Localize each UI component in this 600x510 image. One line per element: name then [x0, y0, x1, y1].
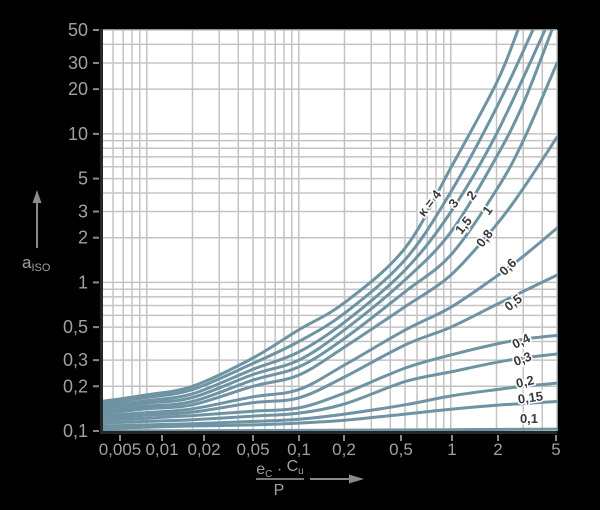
x-tick-label: 0,005	[99, 440, 142, 459]
x-axis-title-denominator: P	[274, 482, 285, 499]
y-tick-label: 0,5	[63, 317, 88, 337]
x-axis-arrow-icon	[310, 474, 364, 484]
curve-kappa-0.4	[101, 333, 558, 422]
y-tick-label: 30	[68, 53, 88, 73]
y-axis-arrow-icon	[32, 190, 42, 248]
axes	[100, 29, 557, 434]
x-tick-label: 0,05	[236, 440, 269, 459]
y-tick-label: 20	[68, 79, 88, 99]
y-tick-label: 50	[68, 20, 88, 40]
curve-kappa-0.3	[101, 352, 558, 425]
y-tick-label: 1	[78, 272, 88, 292]
y-tick-label: 0,1	[63, 421, 88, 441]
y-tick-labels: 50 30 20 10 5 3 2 1 0,5 0,3 0,2 0,1	[63, 20, 88, 441]
curve-kappa-0.5	[101, 273, 558, 420]
x-tick-label: 0,02	[187, 440, 220, 459]
y-tick-label: 0,2	[63, 376, 88, 396]
curve-kappa-1	[101, 61, 558, 413]
curve-kappa-3	[101, 29, 535, 406]
x-tick-label: 0,2	[332, 440, 356, 459]
curve-family-kappa	[101, 29, 558, 432]
curve-kappa-4	[101, 29, 520, 403]
x-tick-label: 0,1	[287, 440, 311, 459]
x-tick-label: 2	[493, 440, 502, 459]
x-tick-label: 0,5	[389, 440, 413, 459]
y-tick-label: 10	[68, 124, 88, 144]
curve-kappa-2	[101, 29, 547, 409]
y-tick-label: 2	[78, 228, 88, 248]
y-axis-title: aISO	[22, 253, 51, 274]
y-tick-label: 0,3	[63, 350, 88, 370]
x-tick-labels: 0,005 0,01 0,02 0,05 0,1 0,2 0,5 1 2 5	[99, 440, 561, 459]
curve-kappa-0.2	[101, 381, 558, 428]
curve-kappa-0.8	[101, 135, 558, 416]
curve-label-kappa-0.1: 0,1	[520, 411, 538, 426]
tick-marks	[93, 29, 557, 441]
curve-kappa-0.15	[101, 400, 558, 430]
curve-kappa-0.1	[101, 427, 558, 432]
y-tick-label: 3	[78, 202, 88, 222]
curve-label-kappa-0.2: 0,2	[514, 372, 535, 391]
curve-kappa-0.6	[101, 226, 558, 418]
y-tick-label: 5	[78, 169, 88, 189]
curve-label-kappa-0.15: 0,15	[517, 388, 544, 406]
curve-kappa-1.5	[101, 29, 554, 411]
x-axis-title-numerator: eC · Cu	[256, 458, 303, 480]
x-tick-label: 5	[551, 440, 560, 459]
x-tick-label: 0,01	[145, 440, 178, 459]
x-tick-label: 1	[447, 440, 456, 459]
